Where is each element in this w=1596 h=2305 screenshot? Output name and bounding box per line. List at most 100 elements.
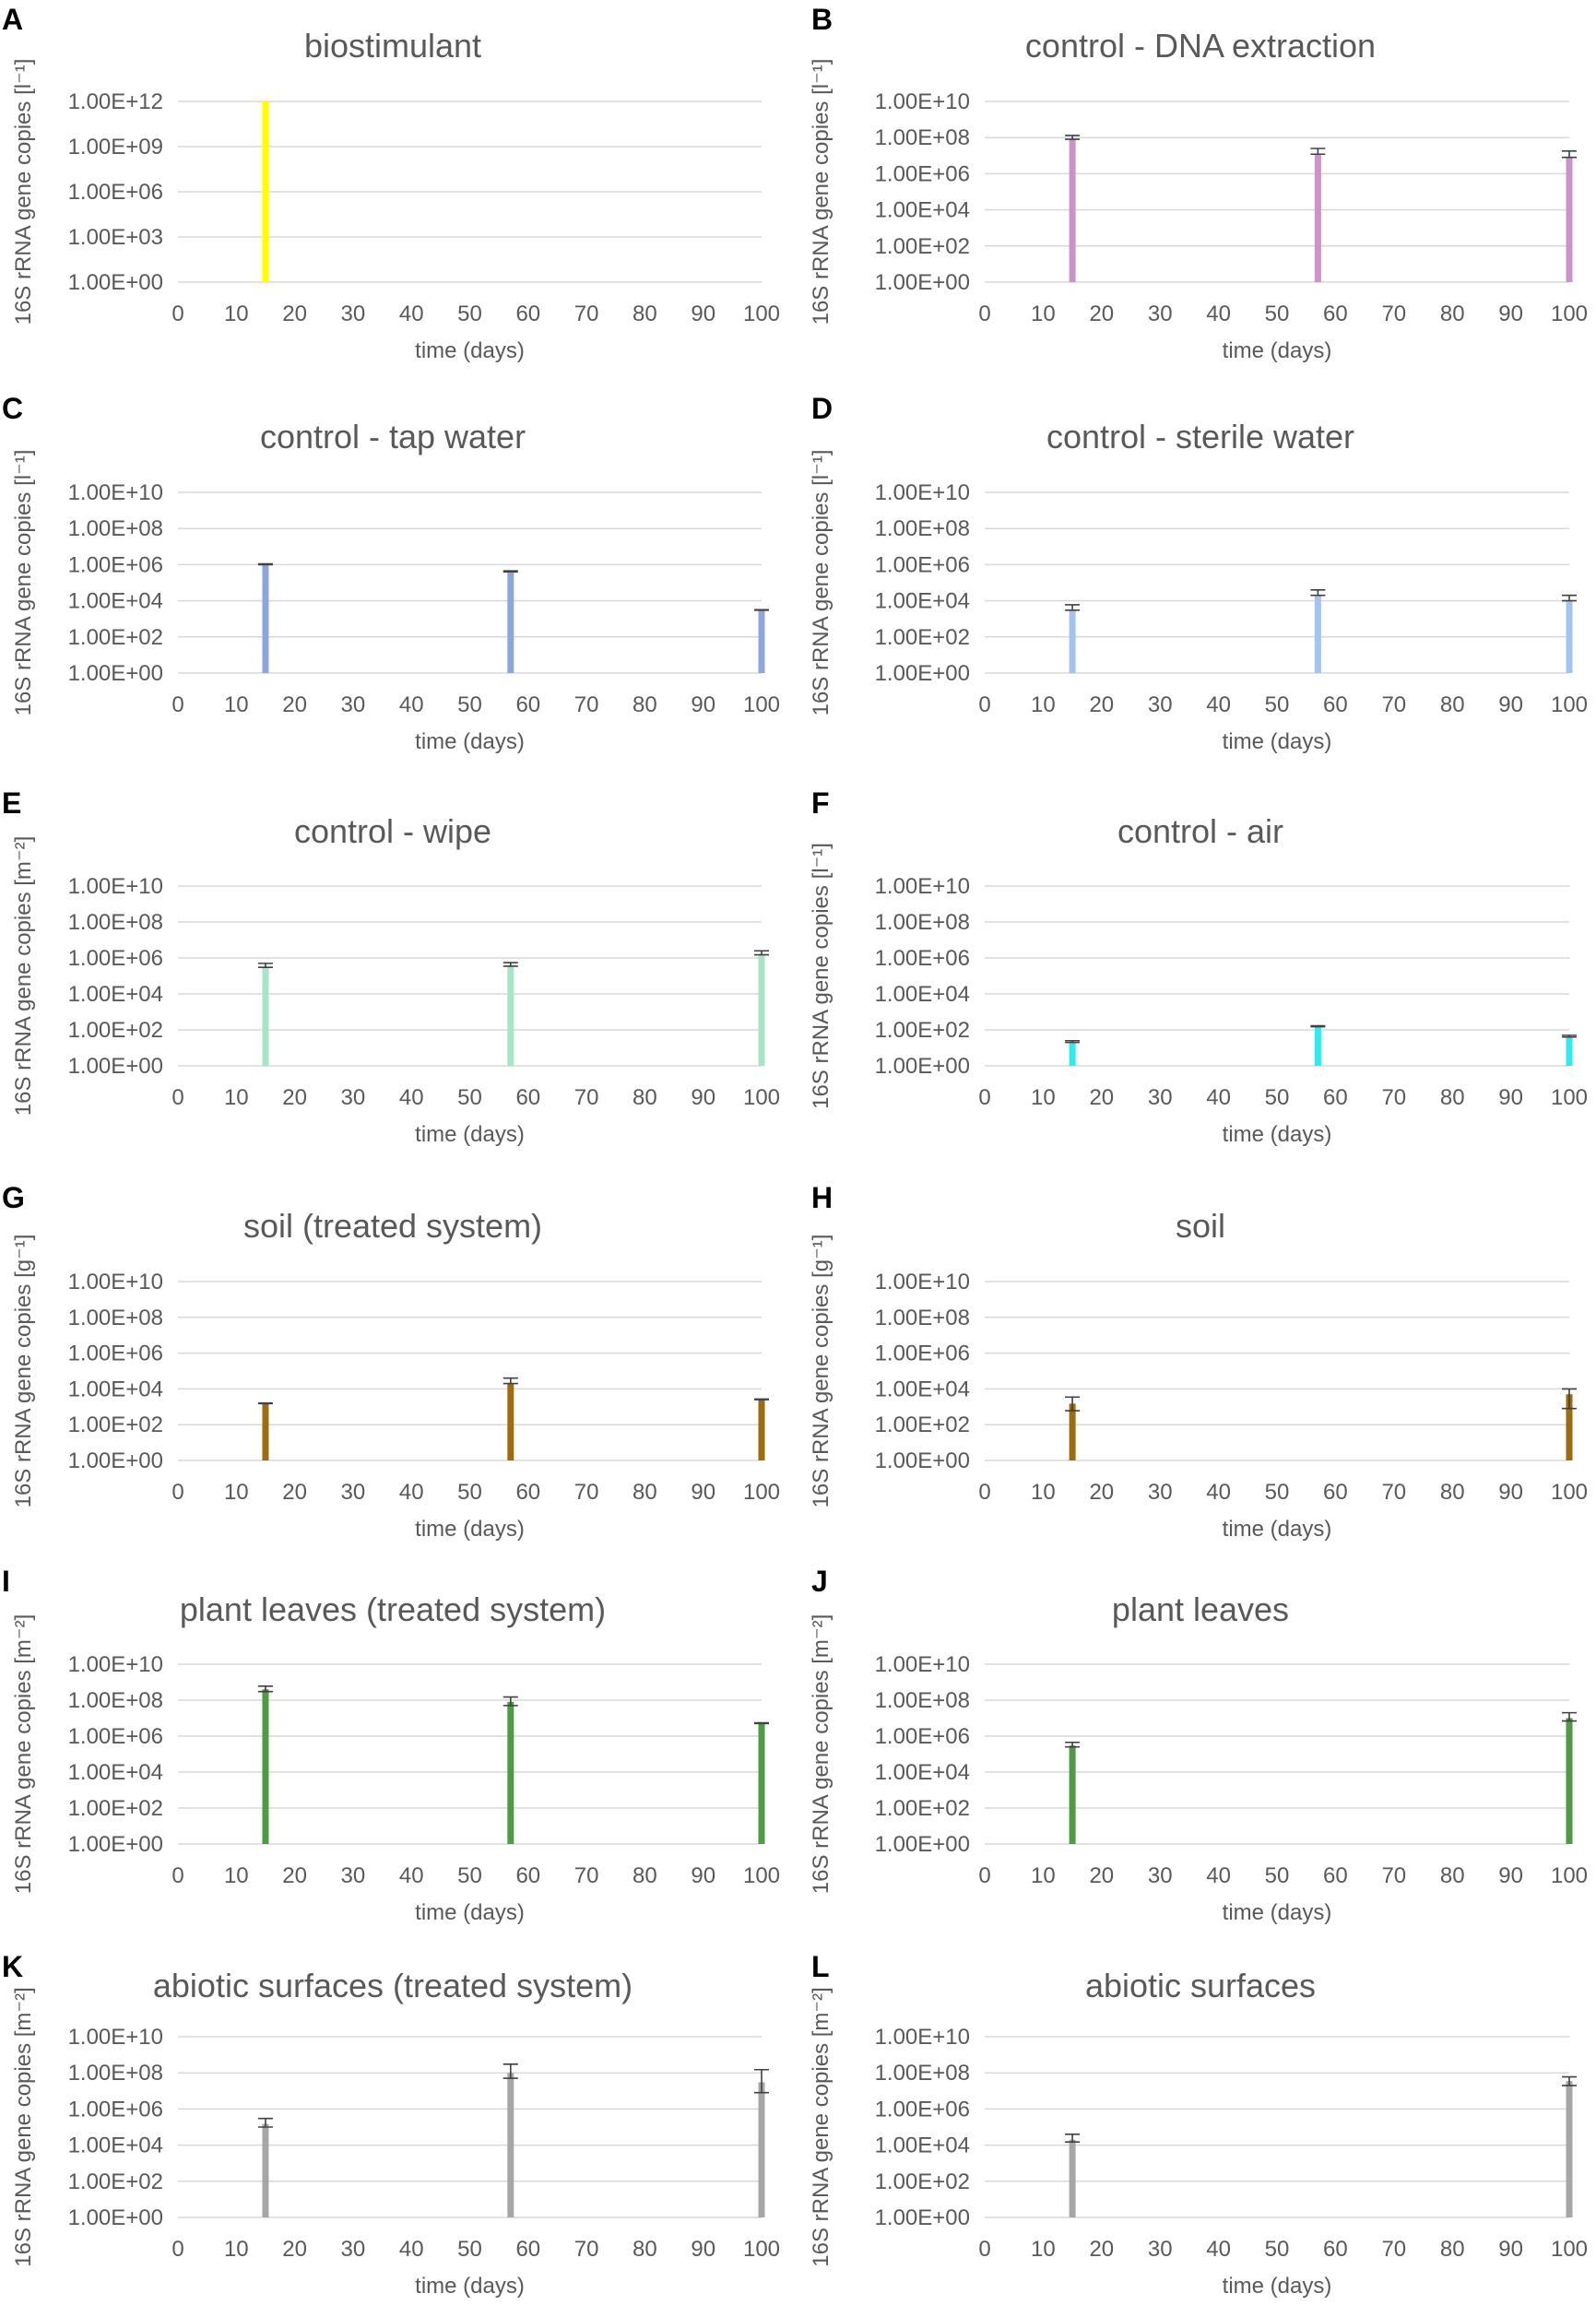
panel-letter: D (811, 392, 833, 425)
y-tick-label: 1.00E+10 (68, 1270, 163, 1294)
error-bar (502, 1377, 518, 1385)
error-bar (502, 2063, 518, 2079)
y-tick-label: 1.00E+00 (875, 1054, 970, 1079)
bar (1069, 1403, 1076, 1460)
x-tick-label: 40 (399, 1480, 424, 1505)
x-tick-label: 40 (399, 2237, 424, 2262)
y-tick-label: 1.00E+08 (68, 910, 163, 935)
x-tick-label: 50 (1265, 2237, 1290, 2262)
error-bar (502, 962, 518, 967)
x-tick-label: 70 (1381, 2237, 1406, 2262)
y-tick-label: 1.00E+00 (68, 1448, 163, 1473)
error-bar (1562, 2075, 1577, 2086)
x-tick-label: 40 (399, 692, 424, 717)
panel-letter: L (811, 1950, 830, 1983)
error-bar (1310, 148, 1326, 156)
error-bar (1065, 135, 1081, 140)
y-tick-label: 1.00E+02 (875, 2169, 970, 2194)
x-tick-label: 70 (574, 1480, 599, 1505)
x-tick-label: 40 (399, 1863, 424, 1888)
x-tick-label: 0 (978, 2237, 990, 2262)
x-tick-label: 70 (1381, 1480, 1406, 1505)
x-tick-label: 20 (282, 301, 307, 326)
y-axis-label: 16S rRNA gene copies [g⁻¹] (11, 1235, 36, 1508)
panel-letter: J (811, 1565, 828, 1598)
x-tick-label: 20 (1089, 1863, 1114, 1888)
x-tick-label: 20 (1089, 301, 1114, 326)
chart-title: control - tap water (260, 418, 526, 455)
bar (1069, 139, 1076, 282)
y-tick-label: 1.00E+08 (875, 1306, 970, 1330)
y-tick-label: 1.00E+10 (875, 2025, 970, 2050)
x-tick-label: 70 (574, 1085, 599, 1110)
x-tick-label: 60 (515, 692, 540, 717)
y-tick-label: 1.00E+08 (875, 516, 970, 541)
x-tick-label: 60 (1323, 1480, 1348, 1505)
x-tick-label: 40 (399, 1085, 424, 1110)
x-tick-label: 80 (1440, 1480, 1465, 1505)
x-tick-label: 100 (1551, 1480, 1588, 1505)
panel-letter: C (2, 392, 23, 425)
y-tick-label: 1.00E+08 (875, 2061, 970, 2086)
bar (758, 2082, 765, 2217)
x-tick-label: 0 (171, 1863, 183, 1888)
x-tick-label: 90 (1498, 1863, 1523, 1888)
bar (1069, 1745, 1076, 1844)
x-tick-label: 30 (341, 1863, 366, 1888)
x-tick-label: 40 (399, 301, 424, 326)
y-tick-label: 1.00E+09 (68, 135, 163, 160)
y-tick-label: 1.00E+06 (875, 161, 970, 186)
y-axis-label: 16S rRNA gene copies [m⁻²] (809, 1987, 833, 2266)
x-tick-label: 50 (1265, 1085, 1290, 1110)
y-tick-label: 1.00E+04 (68, 1377, 163, 1401)
y-tick-label: 1.00E+08 (68, 1688, 163, 1713)
y-tick-label: 1.00E+10 (875, 874, 970, 899)
panel-letter: K (2, 1950, 23, 1983)
x-tick-label: 30 (341, 1085, 366, 1110)
x-axis-label: time (days) (1223, 2274, 1332, 2299)
y-tick-label: 1.00E+00 (875, 270, 970, 295)
chart-title: control - DNA extraction (1025, 27, 1376, 65)
y-tick-label: 1.00E+03 (68, 225, 163, 250)
y-tick-label: 1.00E+02 (68, 1413, 163, 1437)
y-tick-label: 1.00E+02 (68, 625, 163, 650)
x-tick-label: 10 (1031, 1863, 1056, 1888)
x-tick-label: 0 (978, 1085, 990, 1110)
x-tick-label: 60 (515, 2237, 540, 2262)
bar (1069, 609, 1076, 673)
x-axis-label: time (days) (415, 729, 525, 754)
y-axis-label: 16S rRNA gene copies [l⁻¹] (11, 59, 36, 325)
error-bar (754, 2068, 769, 2094)
x-tick-label: 70 (574, 1863, 599, 1888)
y-tick-label: 1.00E+06 (68, 1724, 163, 1749)
x-tick-label: 30 (1148, 1863, 1173, 1888)
x-tick-label: 70 (574, 2237, 599, 2262)
x-tick-label: 0 (171, 692, 183, 717)
bar (1314, 154, 1321, 282)
error-bar (1065, 604, 1081, 611)
bar (1566, 2081, 1573, 2217)
x-tick-label: 60 (515, 1863, 540, 1888)
bar (1566, 157, 1573, 282)
error-bar (1065, 2134, 1081, 2143)
x-axis-label: time (days) (1223, 729, 1332, 754)
x-axis-label: time (days) (1223, 1900, 1332, 1925)
x-tick-label: 90 (691, 2237, 715, 2262)
y-axis-label: 16S rRNA gene copies [l⁻¹] (809, 450, 833, 716)
y-tick-label: 1.00E+02 (875, 1413, 970, 1437)
error-bar (1310, 589, 1326, 597)
y-tick-label: 1.00E+06 (875, 552, 970, 577)
x-tick-label: 10 (224, 1863, 249, 1888)
x-tick-label: 80 (1440, 692, 1465, 717)
x-tick-label: 30 (1148, 1085, 1173, 1110)
error-bar (257, 1685, 273, 1693)
bar (1314, 595, 1321, 673)
x-tick-label: 90 (691, 1085, 715, 1110)
x-tick-label: 0 (978, 692, 990, 717)
error-bar (257, 963, 273, 968)
bar (262, 101, 269, 282)
